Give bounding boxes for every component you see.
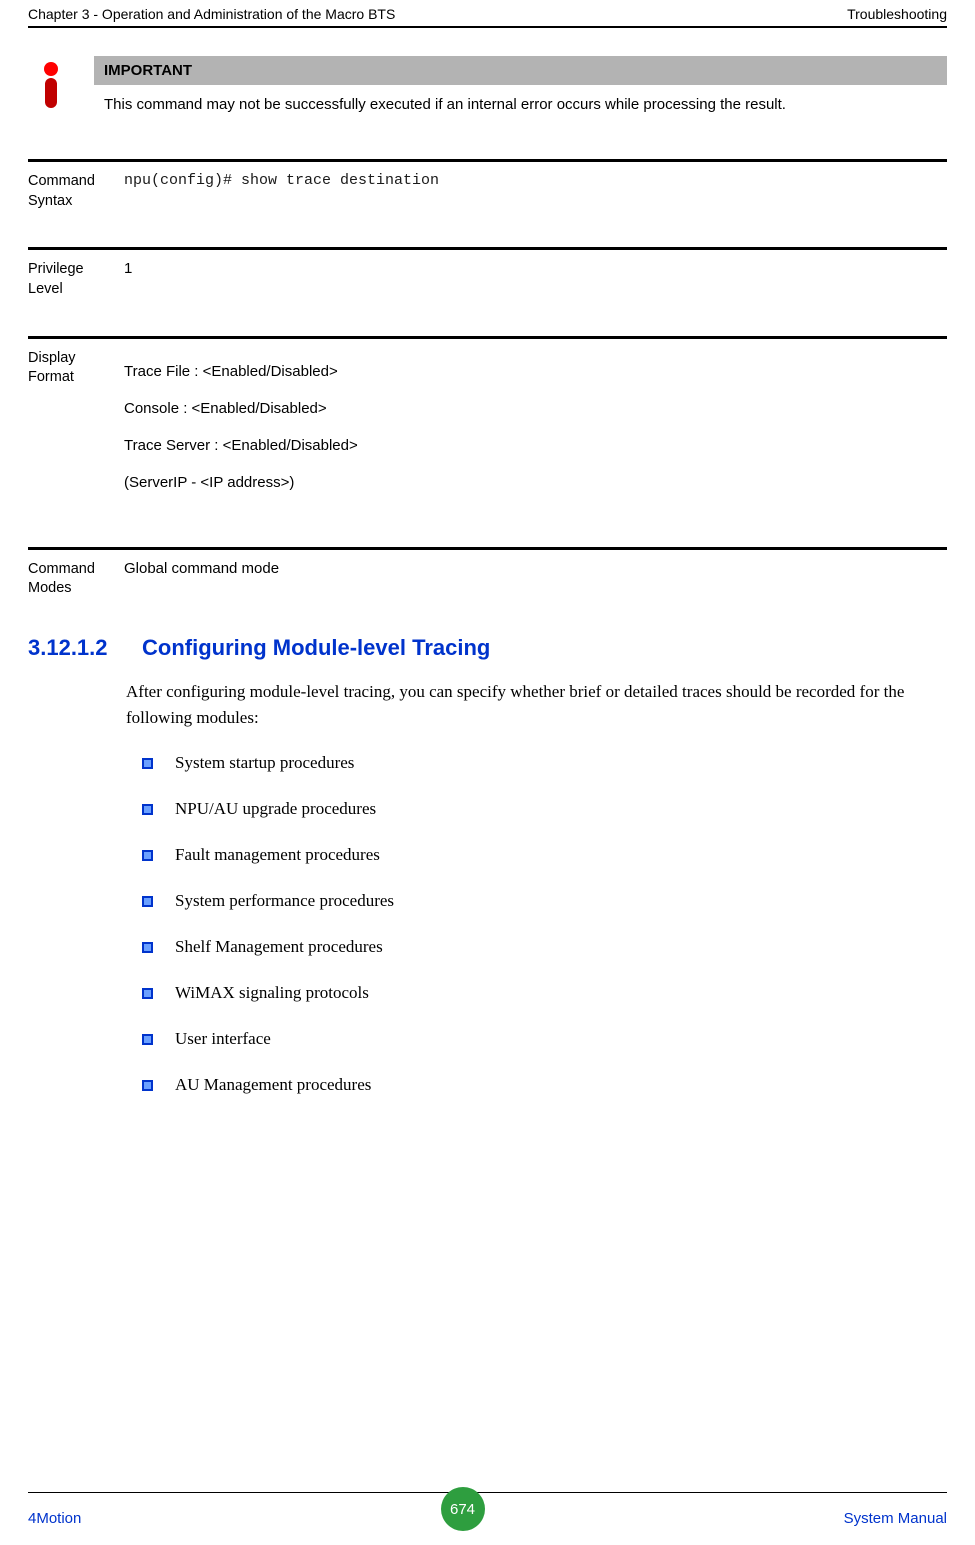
square-bullet-icon bbox=[142, 1080, 153, 1091]
spec-display-format: Display Format Trace File : <Enabled/Dis… bbox=[28, 336, 947, 511]
list-item-label: WiMAX signaling protocols bbox=[175, 983, 369, 1003]
spec-value: npu(config)# show trace destination bbox=[124, 172, 947, 211]
important-text: This command may not be successfully exe… bbox=[94, 85, 947, 119]
list-item: AU Management procedures bbox=[142, 1075, 947, 1095]
square-bullet-icon bbox=[142, 804, 153, 815]
display-format-line: Trace File : <Enabled/Disabled> bbox=[124, 363, 947, 380]
spec-label: Command Syntax bbox=[28, 172, 124, 211]
list-item-label: Shelf Management procedures bbox=[175, 937, 383, 957]
spec-label: Display Format bbox=[28, 349, 124, 511]
spec-value: Trace File : <Enabled/Disabled> Console … bbox=[124, 349, 947, 511]
list-item: NPU/AU upgrade procedures bbox=[142, 799, 947, 819]
module-list: System startup procedures NPU/AU upgrade… bbox=[142, 753, 947, 1095]
important-label: IMPORTANT bbox=[94, 56, 947, 85]
important-callout: IMPORTANT This command may not be succes… bbox=[38, 56, 947, 119]
square-bullet-icon bbox=[142, 942, 153, 953]
important-icon bbox=[38, 56, 94, 117]
list-item-label: System startup procedures bbox=[175, 753, 354, 773]
page-footer: 4Motion 674 System Manual bbox=[28, 1492, 947, 1531]
section-title: Configuring Module-level Tracing bbox=[142, 635, 490, 661]
list-item: User interface bbox=[142, 1029, 947, 1049]
display-format-line: Console : <Enabled/Disabled> bbox=[124, 400, 947, 417]
square-bullet-icon bbox=[142, 1034, 153, 1045]
list-item-label: Fault management procedures bbox=[175, 845, 380, 865]
list-item-label: User interface bbox=[175, 1029, 271, 1049]
spec-label: Command Modes bbox=[28, 560, 124, 599]
list-item: System performance procedures bbox=[142, 891, 947, 911]
footer-right: System Manual bbox=[844, 1510, 947, 1527]
list-item: WiMAX signaling protocols bbox=[142, 983, 947, 1003]
list-item-label: NPU/AU upgrade procedures bbox=[175, 799, 376, 819]
square-bullet-icon bbox=[142, 758, 153, 769]
spec-command-syntax: Command Syntax npu(config)# show trace d… bbox=[28, 159, 947, 211]
display-format-line: (ServerIP - <IP address>) bbox=[124, 474, 947, 491]
page-number-badge: 674 bbox=[441, 1487, 485, 1531]
square-bullet-icon bbox=[142, 850, 153, 861]
header-right: Troubleshooting bbox=[847, 6, 947, 22]
section-number: 3.12.1.2 bbox=[28, 635, 142, 661]
spec-privilege-level: Privilege Level 1 bbox=[28, 247, 947, 299]
section-paragraph: After configuring module-level tracing, … bbox=[126, 679, 947, 732]
list-item: Shelf Management procedures bbox=[142, 937, 947, 957]
spec-command-modes: Command Modes Global command mode bbox=[28, 547, 947, 599]
square-bullet-icon bbox=[142, 896, 153, 907]
spec-label: Privilege Level bbox=[28, 260, 124, 299]
spec-value: Global command mode bbox=[124, 560, 947, 599]
section-heading: 3.12.1.2 Configuring Module-level Tracin… bbox=[28, 635, 947, 661]
list-item: System startup procedures bbox=[142, 753, 947, 773]
footer-left: 4Motion bbox=[28, 1510, 81, 1527]
header-left: Chapter 3 - Operation and Administration… bbox=[28, 6, 395, 22]
square-bullet-icon bbox=[142, 988, 153, 999]
list-item-label: System performance procedures bbox=[175, 891, 394, 911]
list-item: Fault management procedures bbox=[142, 845, 947, 865]
display-format-line: Trace Server : <Enabled/Disabled> bbox=[124, 437, 947, 454]
list-item-label: AU Management procedures bbox=[175, 1075, 371, 1095]
spec-value: 1 bbox=[124, 260, 947, 299]
